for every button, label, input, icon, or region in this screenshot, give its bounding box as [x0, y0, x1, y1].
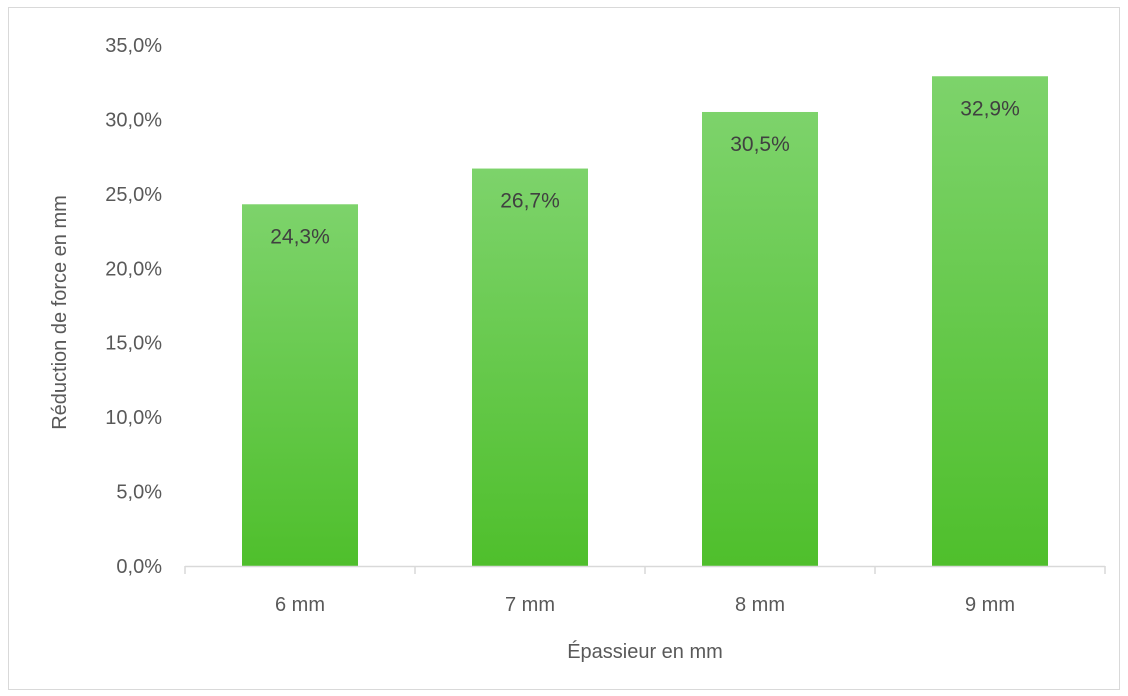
- y-tick-label: 5,0%: [116, 482, 162, 504]
- y-tick-label: 30,0%: [105, 109, 162, 131]
- bar: [472, 168, 588, 566]
- bars: [242, 76, 1048, 566]
- x-tick-label: 9 mm: [965, 594, 1015, 616]
- x-axis-title: Épassieur en mm: [567, 640, 723, 663]
- bar: [242, 204, 358, 566]
- x-tick-label: 6 mm: [275, 594, 325, 616]
- y-axis-title: Réduction de force en mm: [49, 195, 71, 430]
- x-tick-label: 7 mm: [505, 594, 555, 616]
- bar-data-label: 32,9%: [960, 97, 1020, 120]
- x-axis-ticks: [184, 566, 1106, 574]
- y-tick-label: 15,0%: [105, 333, 162, 355]
- bar: [702, 111, 818, 566]
- y-axis-tick-labels: 0,0% 5,0% 10,0% 15,0% 20,0% 25,0% 30,0% 35,0%: [105, 35, 162, 578]
- y-tick-label: 10,0%: [105, 407, 162, 429]
- x-tick-label: 8 mm: [735, 594, 785, 616]
- y-tick-label: 35,0%: [105, 35, 162, 57]
- bar-data-label: 30,5%: [730, 133, 790, 156]
- y-tick-label: 20,0%: [105, 258, 162, 280]
- data-labels: 24,3% 26,7% 30,5% 32,9%: [270, 97, 1020, 248]
- bar-data-label: 24,3%: [270, 225, 330, 248]
- x-axis-tick-labels: 6 mm 7 mm 8 mm 9 mm: [275, 594, 1015, 616]
- bar-data-label: 26,7%: [500, 190, 560, 213]
- bar: [932, 76, 1048, 566]
- y-tick-label: 25,0%: [105, 184, 162, 206]
- y-tick-label: 0,0%: [116, 556, 162, 578]
